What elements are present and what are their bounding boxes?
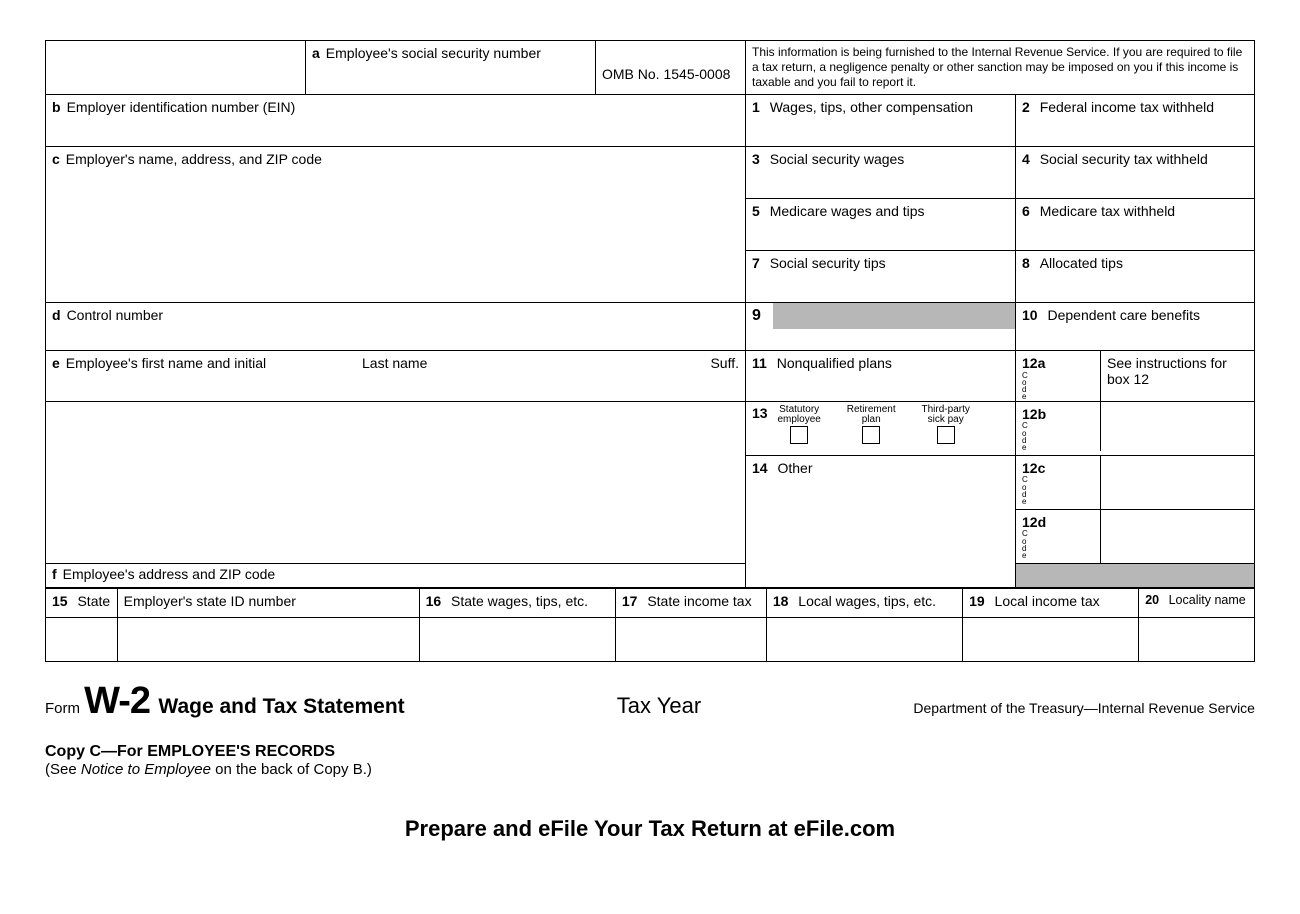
state-local-grid: 15 State Employer's state ID number 16 S… — [45, 588, 1255, 662]
notice-ital: Notice to Employee — [81, 761, 211, 778]
box-13-ret: Retirementplan — [847, 404, 896, 426]
box-7: 7 Social security tips — [746, 251, 1016, 303]
box-2-label: Federal income tax withheld — [1040, 99, 1214, 115]
box-9: 9 — [746, 303, 1016, 351]
box-18-label: Local wages, tips, etc. — [798, 593, 936, 609]
efile-promo: Prepare and eFile Your Tax Return at eFi… — [45, 816, 1255, 842]
box-17: 17 State income tax — [615, 588, 766, 617]
box-19: 19 Local income tax — [963, 588, 1139, 617]
box-12a: 12a Code See instructions for box 12 — [1016, 351, 1255, 402]
box-17-label: State income tax — [647, 593, 751, 609]
checkbox-retirement[interactable] — [862, 426, 880, 444]
box-7-label: Social security tips — [770, 255, 886, 271]
box-12b: 12b Code — [1016, 401, 1255, 455]
box-e-last-label: Last name — [362, 355, 427, 371]
form-footer-line: Form W-2 Wage and Tax Statement Tax Year… — [45, 680, 1255, 723]
box-d-label: Control number — [67, 307, 164, 323]
box-3: 3 Social security wages — [746, 147, 1016, 199]
box-18: 18 Local wages, tips, etc. — [766, 588, 962, 617]
box-6-label: Medicare tax withheld — [1040, 203, 1175, 219]
w2-form-grid: aEmployee's social security number OMB N… — [45, 40, 1255, 588]
box-a: aEmployee's social security number — [306, 41, 596, 95]
box-15-state: 15 State — [46, 588, 118, 617]
wage-stmt: Wage and Tax Statement — [158, 695, 404, 718]
box-11-label: Nonqualified plans — [777, 355, 892, 371]
box-19-label: Local income tax — [995, 593, 1100, 609]
form-title: Form W-2 Wage and Tax Statement — [45, 680, 405, 723]
disclosure-text: This information is being furnished to t… — [752, 45, 1242, 89]
box-12-shaded — [1016, 563, 1255, 587]
box-3-label: Social security wages — [770, 151, 905, 167]
omb-text: OMB No. 1545-0008 — [602, 66, 730, 82]
box-16: 16 State wages, tips, etc. — [419, 588, 615, 617]
tax-year: Tax Year — [617, 693, 701, 719]
form-word: Form — [45, 700, 80, 717]
checkbox-thirdparty[interactable] — [937, 426, 955, 444]
box-20: 20 Locality name — [1139, 588, 1255, 617]
box-4-label: Social security tax withheld — [1040, 151, 1208, 167]
box-4: 4 Social security tax withheld — [1016, 147, 1255, 199]
box-10-label: Dependent care benefits — [1047, 307, 1200, 323]
box-disclosure: This information is being furnished to t… — [746, 41, 1255, 95]
box-10: 10 Dependent care benefits — [1016, 303, 1255, 351]
box-12d-label: 12d — [1022, 514, 1046, 530]
box-13-tp: Third-partysick pay — [922, 404, 970, 426]
box-f-label: Employee's address and ZIP code — [63, 566, 276, 582]
box-20-label: Locality name — [1169, 593, 1246, 607]
checkbox-statutory[interactable] — [790, 426, 808, 444]
box-15-id-label: Employer's state ID number — [124, 593, 296, 609]
box-omb: OMB No. 1545-0008 — [596, 41, 746, 95]
box-14: 14 Other — [746, 455, 1016, 563]
notice-pre: (See — [45, 761, 81, 778]
box-e: eEmployee's first name and initial Last … — [46, 351, 746, 402]
box-16-label: State wages, tips, etc. — [451, 593, 588, 609]
box-e-body — [46, 401, 746, 563]
copy-c-line: Copy C—For EMPLOYEE'S RECORDS — [45, 743, 1255, 761]
box-12a-label: See instructions for box 12 — [1107, 355, 1227, 387]
box-8: 8 Allocated tips — [1016, 251, 1255, 303]
box-1: 1 Wages, tips, other compensation — [746, 95, 1016, 147]
box-13-stat: Statutoryemployee — [777, 404, 820, 426]
box-b-label: Employer identification number (EIN) — [67, 99, 296, 115]
box-c-label: Employer's name, address, and ZIP code — [66, 151, 322, 167]
box-blank-top-left — [46, 41, 306, 95]
box-5-label: Medicare wages and tips — [770, 203, 925, 219]
box-2: 2 Federal income tax withheld — [1016, 95, 1255, 147]
box-c: cEmployer's name, address, and ZIP code — [46, 147, 746, 303]
box-12c-label: 12c — [1022, 460, 1045, 476]
box-d: dControl number — [46, 303, 746, 351]
box-11: 11 Nonqualified plans — [746, 351, 1016, 402]
notice-post: on the back of Copy B.) — [211, 761, 372, 778]
box-14-label: Other — [777, 460, 812, 476]
box-12c: 12c Code — [1016, 455, 1255, 509]
box-f: fEmployee's address and ZIP code — [46, 563, 746, 587]
box-a-label: Employee's social security number — [326, 45, 541, 61]
box-15-id: Employer's state ID number — [117, 588, 419, 617]
box-15-state-label: State — [77, 593, 110, 609]
dept-treasury: Department of the Treasury—Internal Reve… — [913, 700, 1255, 716]
box-b: bEmployer identification number (EIN) — [46, 95, 746, 147]
notice-line: (See Notice to Employee on the back of C… — [45, 761, 1255, 778]
box-e-suff-label: Suff. — [710, 355, 739, 371]
box-6: 6 Medicare tax withheld — [1016, 199, 1255, 251]
box-8-label: Allocated tips — [1040, 255, 1123, 271]
box-e-first-label: Employee's first name and initial — [66, 355, 266, 371]
w2-text: W-2 — [84, 680, 150, 722]
box-5: 5 Medicare wages and tips — [746, 199, 1016, 251]
box-12d: 12d Code — [1016, 509, 1255, 563]
box-1-label: Wages, tips, other compensation — [770, 99, 973, 115]
box-13: 13 Statutoryemployee Retirementplan Thir… — [746, 401, 1016, 455]
box-12b-label: 12b — [1022, 406, 1046, 422]
